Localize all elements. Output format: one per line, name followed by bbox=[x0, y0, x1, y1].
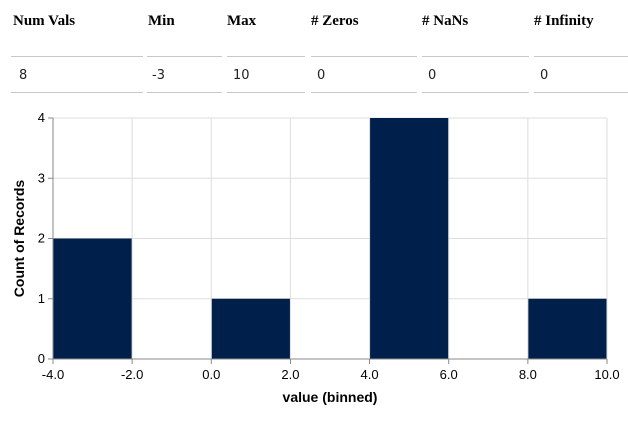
histogram-bar bbox=[211, 298, 290, 359]
row-rule bbox=[147, 92, 222, 93]
y-axis-title: Count of Records bbox=[11, 180, 27, 298]
histogram-bar bbox=[370, 118, 449, 359]
value-min: -3 bbox=[152, 68, 165, 83]
value-zeros: 0 bbox=[317, 68, 326, 83]
header-rule bbox=[227, 56, 305, 57]
header-rule bbox=[11, 56, 143, 57]
value-max: 10 bbox=[233, 68, 250, 83]
header-rule bbox=[147, 56, 222, 57]
x-tick-label: 10.0 bbox=[594, 367, 619, 382]
value-infinity: 0 bbox=[540, 68, 549, 83]
row-rule bbox=[11, 92, 143, 93]
histogram-chart: 0 1 2 3 4 -4.0 -2.0 0.0 2.0 4.0 6.0 8.0 10.0 value (… bbox=[11, 110, 620, 405]
x-tick-label: -4.0 bbox=[42, 367, 64, 382]
row-rule bbox=[311, 92, 417, 93]
header-nans: # NaNs bbox=[422, 13, 469, 29]
summary-stats-table: Num Vals Min Max # Zeros # NaNs # Infini… bbox=[0, 0, 628, 100]
grid-lines bbox=[52, 117, 608, 360]
header-rule bbox=[311, 56, 417, 57]
x-tick-label: 4.0 bbox=[361, 367, 379, 382]
header-rule bbox=[534, 56, 628, 57]
x-tick-label: 6.0 bbox=[440, 367, 458, 382]
header-zeros: # Zeros bbox=[311, 13, 359, 29]
axes: 0 1 2 3 4 -4.0 -2.0 0.0 2.0 4.0 6.0 8.0 10.0 bbox=[38, 110, 620, 382]
y-tick-label: 3 bbox=[38, 170, 45, 185]
row-rule bbox=[227, 92, 305, 93]
y-tick-label: 2 bbox=[38, 231, 45, 246]
x-tick-label: 0.0 bbox=[202, 367, 220, 382]
header-rule bbox=[422, 56, 529, 57]
histogram-bar bbox=[53, 238, 132, 359]
header-num-vals: Num Vals bbox=[13, 13, 76, 29]
histogram-bars bbox=[53, 118, 607, 359]
row-rule bbox=[534, 92, 628, 93]
y-tick-label: 4 bbox=[38, 110, 45, 125]
y-tick-label: 1 bbox=[38, 291, 45, 306]
x-tick-label: -2.0 bbox=[121, 367, 143, 382]
y-tick-label: 0 bbox=[38, 351, 45, 366]
header-infinity: # Infinity bbox=[534, 13, 594, 29]
value-num-vals: 8 bbox=[19, 68, 28, 83]
x-tick-label: 8.0 bbox=[519, 367, 537, 382]
row-rule bbox=[422, 92, 529, 93]
x-tick-label: 2.0 bbox=[281, 367, 299, 382]
value-nans: 0 bbox=[428, 68, 437, 83]
histogram-bar bbox=[528, 298, 607, 359]
header-max: Max bbox=[227, 13, 257, 29]
x-axis-title: value (binned) bbox=[283, 389, 378, 405]
header-min: Min bbox=[148, 13, 175, 29]
